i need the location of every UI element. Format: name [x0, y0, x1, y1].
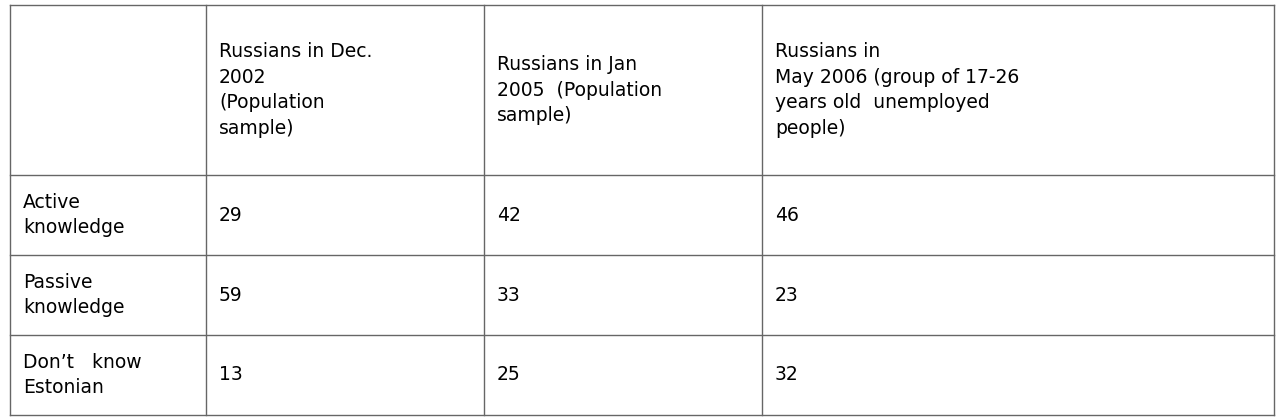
- Text: Active
knowledge: Active knowledge: [23, 193, 125, 237]
- Text: Russians in Jan
2005  (Population
sample): Russians in Jan 2005 (Population sample): [497, 55, 663, 125]
- Text: 46: 46: [774, 206, 799, 225]
- Text: Don’t   know
Estonian: Don’t know Estonian: [23, 353, 141, 397]
- Text: 25: 25: [497, 365, 520, 384]
- Text: 33: 33: [497, 286, 520, 304]
- Text: Russians in
May 2006 (group of 17-26
years old  unemployed
people): Russians in May 2006 (group of 17-26 yea…: [774, 42, 1019, 138]
- Text: 23: 23: [774, 286, 799, 304]
- Text: 42: 42: [497, 206, 521, 225]
- Text: 29: 29: [220, 206, 243, 225]
- Text: 13: 13: [220, 365, 243, 384]
- Text: 59: 59: [220, 286, 243, 304]
- Text: Russians in Dec.
2002
(Population
sample): Russians in Dec. 2002 (Population sample…: [220, 42, 372, 138]
- Text: 32: 32: [774, 365, 799, 384]
- Text: Passive
knowledge: Passive knowledge: [23, 273, 125, 318]
